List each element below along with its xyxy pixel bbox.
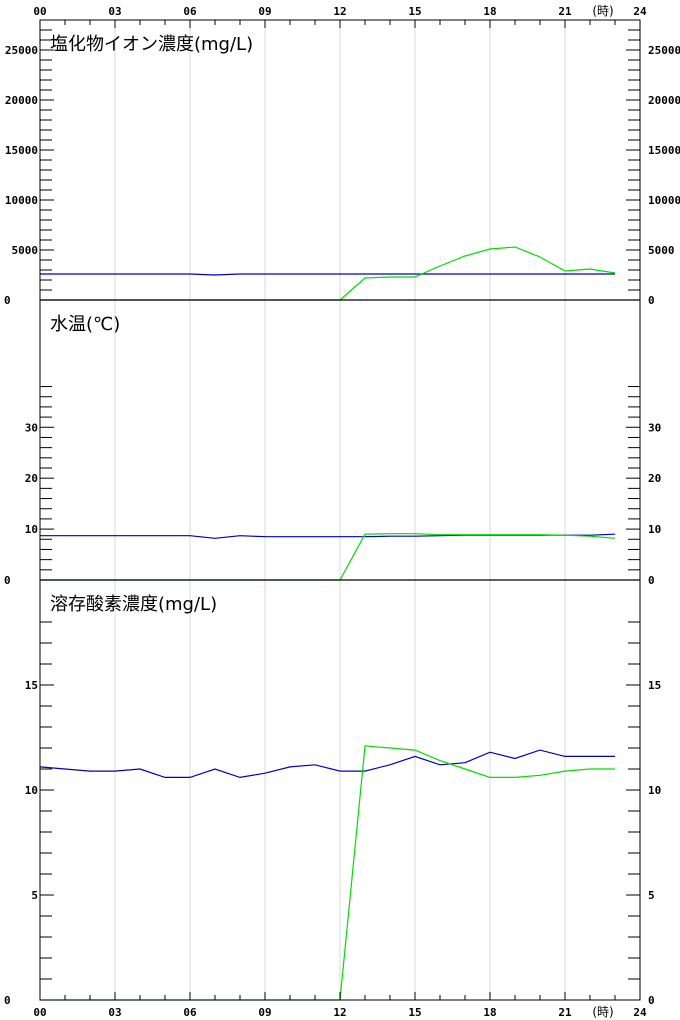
x-tick-label-bottom: 09 xyxy=(258,1006,271,1019)
x-tick-label-bottom: 21 xyxy=(558,1006,572,1019)
y-tick-label-left: 10 xyxy=(25,784,38,797)
y-tick-label-left: 20000 xyxy=(5,94,38,107)
panel-title: 塩化物イオン濃度(mg/L) xyxy=(50,34,253,55)
x-tick-label-bottom: 12 xyxy=(333,1006,346,1019)
x-tick-label-top: 15 xyxy=(408,5,421,18)
panel-0: 0 0 5000 5000 10000 10000 15000 15000 20000 20000… xyxy=(4,29,680,307)
y-tick-label-right: 10 xyxy=(648,784,661,797)
y-tick-label-left: 5 xyxy=(31,889,38,902)
y-tick-label-left: 5000 xyxy=(12,244,39,257)
y-tick-label-left: 0 xyxy=(4,294,11,307)
y-tick-label-right: 10000 xyxy=(648,194,680,207)
y-tick-label-right: 15 xyxy=(648,679,661,692)
series-line-1 xyxy=(40,745,615,1001)
x-tick-label-top: 12 xyxy=(333,5,346,18)
y-tick-label-left: 0 xyxy=(4,574,11,587)
panel-title: 溶存酸素濃度(mg/L) xyxy=(50,594,217,615)
x-unit-label-bottom: (時) xyxy=(592,1005,613,1019)
y-tick-label-left: 15000 xyxy=(5,144,38,157)
y-tick-label-left: 30 xyxy=(25,421,38,434)
y-tick-label-left: 25000 xyxy=(5,44,38,57)
y-tick-label-left: 0 xyxy=(4,994,11,1007)
y-tick-label-right: 20000 xyxy=(648,94,680,107)
y-tick-label-left: 20 xyxy=(25,472,38,485)
x-tick-label-top: 09 xyxy=(258,5,271,18)
y-tick-label-right: 5000 xyxy=(648,244,675,257)
series-line-0 xyxy=(40,273,615,276)
y-tick-label-right: 0 xyxy=(648,294,655,307)
y-tick-label-right: 5 xyxy=(648,889,655,902)
series-line-0 xyxy=(39,749,615,779)
panel-2: 0 0 5 5 10 10 15 15 溶存酸素濃度(mg/L) xyxy=(4,594,661,1007)
x-tick-label-bottom: 18 xyxy=(483,1006,496,1019)
y-tick-label-right: 0 xyxy=(648,574,655,587)
x-tick-label-top: 24 xyxy=(633,5,647,18)
y-tick-label-right: 0 xyxy=(648,994,655,1007)
x-tick-label-bottom: 15 xyxy=(408,1006,421,1019)
y-tick-label-right: 20 xyxy=(648,472,661,485)
x-tick-label-bottom: 06 xyxy=(183,1006,197,1019)
x-tick-label-bottom: 24 xyxy=(633,1006,647,1019)
x-tick-label-top: 21 xyxy=(558,5,572,18)
y-tick-label-left: 15 xyxy=(25,679,38,692)
vertical-gridlines xyxy=(114,20,566,1000)
x-unit-label-top: (時) xyxy=(592,4,613,18)
x-tick-label-top: 18 xyxy=(483,5,496,18)
y-tick-label-right: 25000 xyxy=(648,44,680,57)
x-tick-label-top: 00 xyxy=(33,5,46,18)
y-tick-label-right: 30 xyxy=(648,421,661,434)
panel-1: 0 0 10 10 20 20 30 30 水温(℃) xyxy=(4,314,661,587)
y-tick-label-right: 10 xyxy=(648,523,661,536)
x-tick-label-top: 06 xyxy=(183,5,197,18)
x-tick-label-top: 03 xyxy=(108,5,121,18)
panel-title: 水温(℃) xyxy=(50,314,120,335)
y-tick-label-right: 15000 xyxy=(648,144,680,157)
y-tick-label-left: 10 xyxy=(25,523,38,536)
x-tick-label-bottom: 00 xyxy=(33,1006,46,1019)
x-axis: 00 00 03 03 06 06 09 09 12 12 15 15 18 18 21 21 24 24 (時) (… xyxy=(33,4,647,1019)
series-line-1 xyxy=(40,533,616,581)
y-tick-label-left: 10000 xyxy=(5,194,38,207)
x-tick-label-bottom: 03 xyxy=(108,1006,121,1019)
